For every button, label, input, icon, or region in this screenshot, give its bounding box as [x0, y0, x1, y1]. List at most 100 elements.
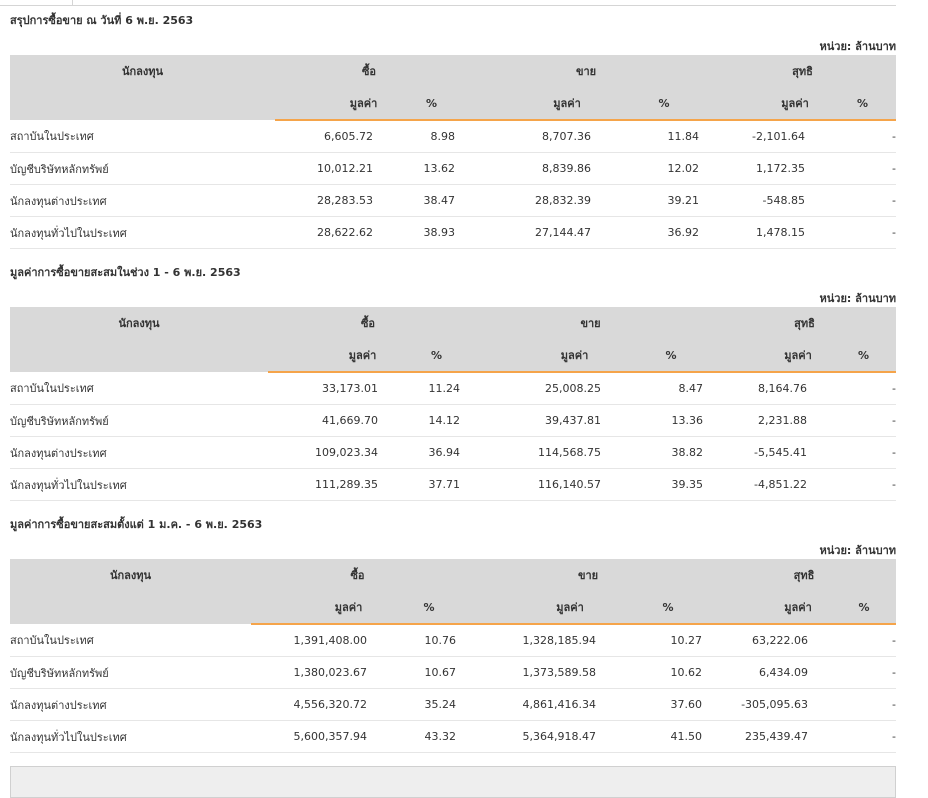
- table-row: นักลงทุนต่างประเทศ 4,556,320.72 35.24 4,861…: [10, 688, 897, 721]
- net-pct-header: %: [829, 87, 897, 121]
- net-pct: -: [831, 404, 897, 437]
- sell-pct: 41.50: [624, 720, 713, 753]
- sell-pct-header: %: [624, 591, 713, 625]
- net-value: -548.85: [709, 184, 830, 217]
- sell-value-header: มูลค่า: [463, 87, 620, 121]
- net-pct: -: [829, 184, 897, 217]
- buy-pct: 10.67: [394, 656, 465, 689]
- sell-pct: 39.35: [629, 468, 714, 501]
- sell-header: ขาย: [468, 307, 714, 339]
- net-header: สุทธิ: [713, 307, 897, 339]
- sell-pct: 10.62: [624, 656, 713, 689]
- sell-pct: 13.36: [629, 404, 714, 437]
- sell-pct: 39.21: [619, 184, 710, 217]
- tab-active[interactable]: [0, 0, 73, 5]
- buy-value: 33,173.01: [268, 372, 405, 405]
- table-row: สถาบันในประเทศ 6,605.72 8.98 8,707.36 11.84-…: [10, 120, 897, 153]
- unit-label: หน่วย: ล้านบาท: [819, 544, 896, 557]
- unit-label: หน่วย: ล้านบาท: [819, 40, 896, 53]
- net-pct: -: [831, 436, 897, 469]
- net-value: -2,101.64: [709, 120, 830, 153]
- sell-pct: 10.27: [624, 624, 713, 657]
- subheader-row: มูลค่า % มูลค่า % มูลค่า %: [10, 591, 897, 625]
- table-row: นักลงทุนทั่วไปในประเทศ 5,600,357.94 43.32 5…: [10, 720, 897, 753]
- sell-header: ขาย: [463, 55, 710, 87]
- buy-pct: 10.76: [394, 624, 465, 657]
- sell-value: 27,144.47: [463, 216, 620, 249]
- investor-name: บัญชีบริษัทหลักทรัพย์: [10, 656, 251, 689]
- sell-value: 28,832.39: [463, 184, 620, 217]
- net-pct-header: %: [832, 591, 897, 625]
- buy-pct-header: %: [394, 591, 465, 625]
- table-row: สถาบันในประเทศ 1,391,408.00 10.76 1,328,185…: [10, 624, 897, 657]
- net-pct: -: [829, 216, 897, 249]
- buy-pct: 35.24: [394, 688, 465, 721]
- buy-value: 10,012.21: [275, 152, 400, 185]
- net-value-header: มูลค่า: [712, 591, 833, 625]
- investor-header: นักลงทุน: [10, 55, 275, 87]
- sell-value: 8,707.36: [463, 120, 620, 153]
- buy-pct: 38.47: [400, 184, 464, 217]
- sell-value: 116,140.57: [468, 468, 630, 501]
- sell-value: 4,861,416.34: [464, 688, 625, 721]
- subheader-row: มูลค่า % มูลค่า % มูลค่า %: [10, 87, 897, 121]
- table-row: นักลงทุนต่างประเทศ 109,023.34 36.94 114,568…: [10, 436, 897, 469]
- buy-pct: 37.71: [405, 468, 469, 501]
- investor-name: สถาบันในประเทศ: [10, 372, 268, 405]
- table-row: นักลงทุนทั่วไปในประเทศ 111,289.35 37.71 116…: [10, 468, 897, 501]
- buy-header: ซื้อ: [268, 307, 469, 339]
- section-title: สรุปการซื้อขาย ณ วันที่ 6 พ.ย. 2563: [10, 14, 194, 27]
- net-value: 1,478.15: [709, 216, 830, 249]
- net-pct: -: [832, 688, 897, 721]
- investor-name: นักลงทุนทั่วไปในประเทศ: [10, 216, 275, 249]
- trade-table: นักลงทุน ซื้อ ขาย สุทธิ มูลค่า % มูลค่า …: [10, 307, 897, 501]
- investor-name: บัญชีบริษัทหลักทรัพย์: [10, 152, 275, 185]
- buy-value: 1,391,408.00: [251, 624, 394, 657]
- net-value: -4,851.22: [713, 468, 832, 501]
- investor-name: สถาบันในประเทศ: [10, 120, 275, 153]
- sell-pct: 8.47: [629, 372, 714, 405]
- buy-pct: 38.93: [400, 216, 464, 249]
- buy-value-header: มูลค่า: [251, 591, 394, 625]
- buy-header: ซื้อ: [251, 559, 465, 591]
- buy-pct-header: %: [405, 339, 469, 373]
- buy-value-header: มูลค่า: [275, 87, 400, 121]
- net-value: 6,434.09: [712, 656, 833, 689]
- net-header: สุทธิ: [709, 55, 897, 87]
- buy-pct: 13.62: [400, 152, 464, 185]
- table-row: บัญชีบริษัทหลักทรัพย์ 1,380,023.67 10.67 1,…: [10, 656, 897, 689]
- header-row: นักลงทุน ซื้อ ขาย สุทธิ: [10, 559, 897, 591]
- subheader-row: มูลค่า % มูลค่า % มูลค่า %: [10, 339, 897, 373]
- buy-value: 28,283.53: [275, 184, 400, 217]
- section-title: มูลค่าการซื้อขายสะสมในช่วง 1 - 6 พ.ย. 25…: [10, 266, 241, 279]
- sell-value: 114,568.75: [468, 436, 630, 469]
- buy-pct-header: %: [400, 87, 464, 121]
- net-value: 63,222.06: [712, 624, 833, 657]
- net-pct-header: %: [831, 339, 897, 373]
- sell-pct: 38.82: [629, 436, 714, 469]
- footer-note-box: [10, 766, 896, 798]
- header-row: นักลงทุน ซื้อ ขาย สุทธิ: [10, 55, 897, 87]
- net-value: 2,231.88: [713, 404, 832, 437]
- buy-value: 4,556,320.72: [251, 688, 394, 721]
- investor-name: นักลงทุนต่างประเทศ: [10, 688, 251, 721]
- buy-value-header: มูลค่า: [268, 339, 405, 373]
- sell-pct: 11.84: [619, 120, 710, 153]
- table-row: บัญชีบริษัทหลักทรัพย์ 41,669.70 14.12 39,43…: [10, 404, 897, 437]
- net-pct: -: [829, 152, 897, 185]
- sell-value: 5,364,918.47: [464, 720, 625, 753]
- investor-header: นักลงทุน: [10, 307, 268, 339]
- net-pct: -: [832, 720, 897, 753]
- buy-value: 111,289.35: [268, 468, 405, 501]
- buy-value: 41,669.70: [268, 404, 405, 437]
- buy-pct: 11.24: [405, 372, 469, 405]
- investor-header: นักลงทุน: [10, 559, 251, 591]
- net-value-header: มูลค่า: [713, 339, 832, 373]
- sell-value: 8,839.86: [463, 152, 620, 185]
- trade-table: นักลงทุน ซื้อ ขาย สุทธิ มูลค่า % มูลค่า …: [10, 559, 897, 753]
- net-pct: -: [831, 468, 897, 501]
- sell-pct-header: %: [619, 87, 710, 121]
- investor-name: สถาบันในประเทศ: [10, 624, 251, 657]
- net-value: 8,164.76: [713, 372, 832, 405]
- net-pct: -: [831, 372, 897, 405]
